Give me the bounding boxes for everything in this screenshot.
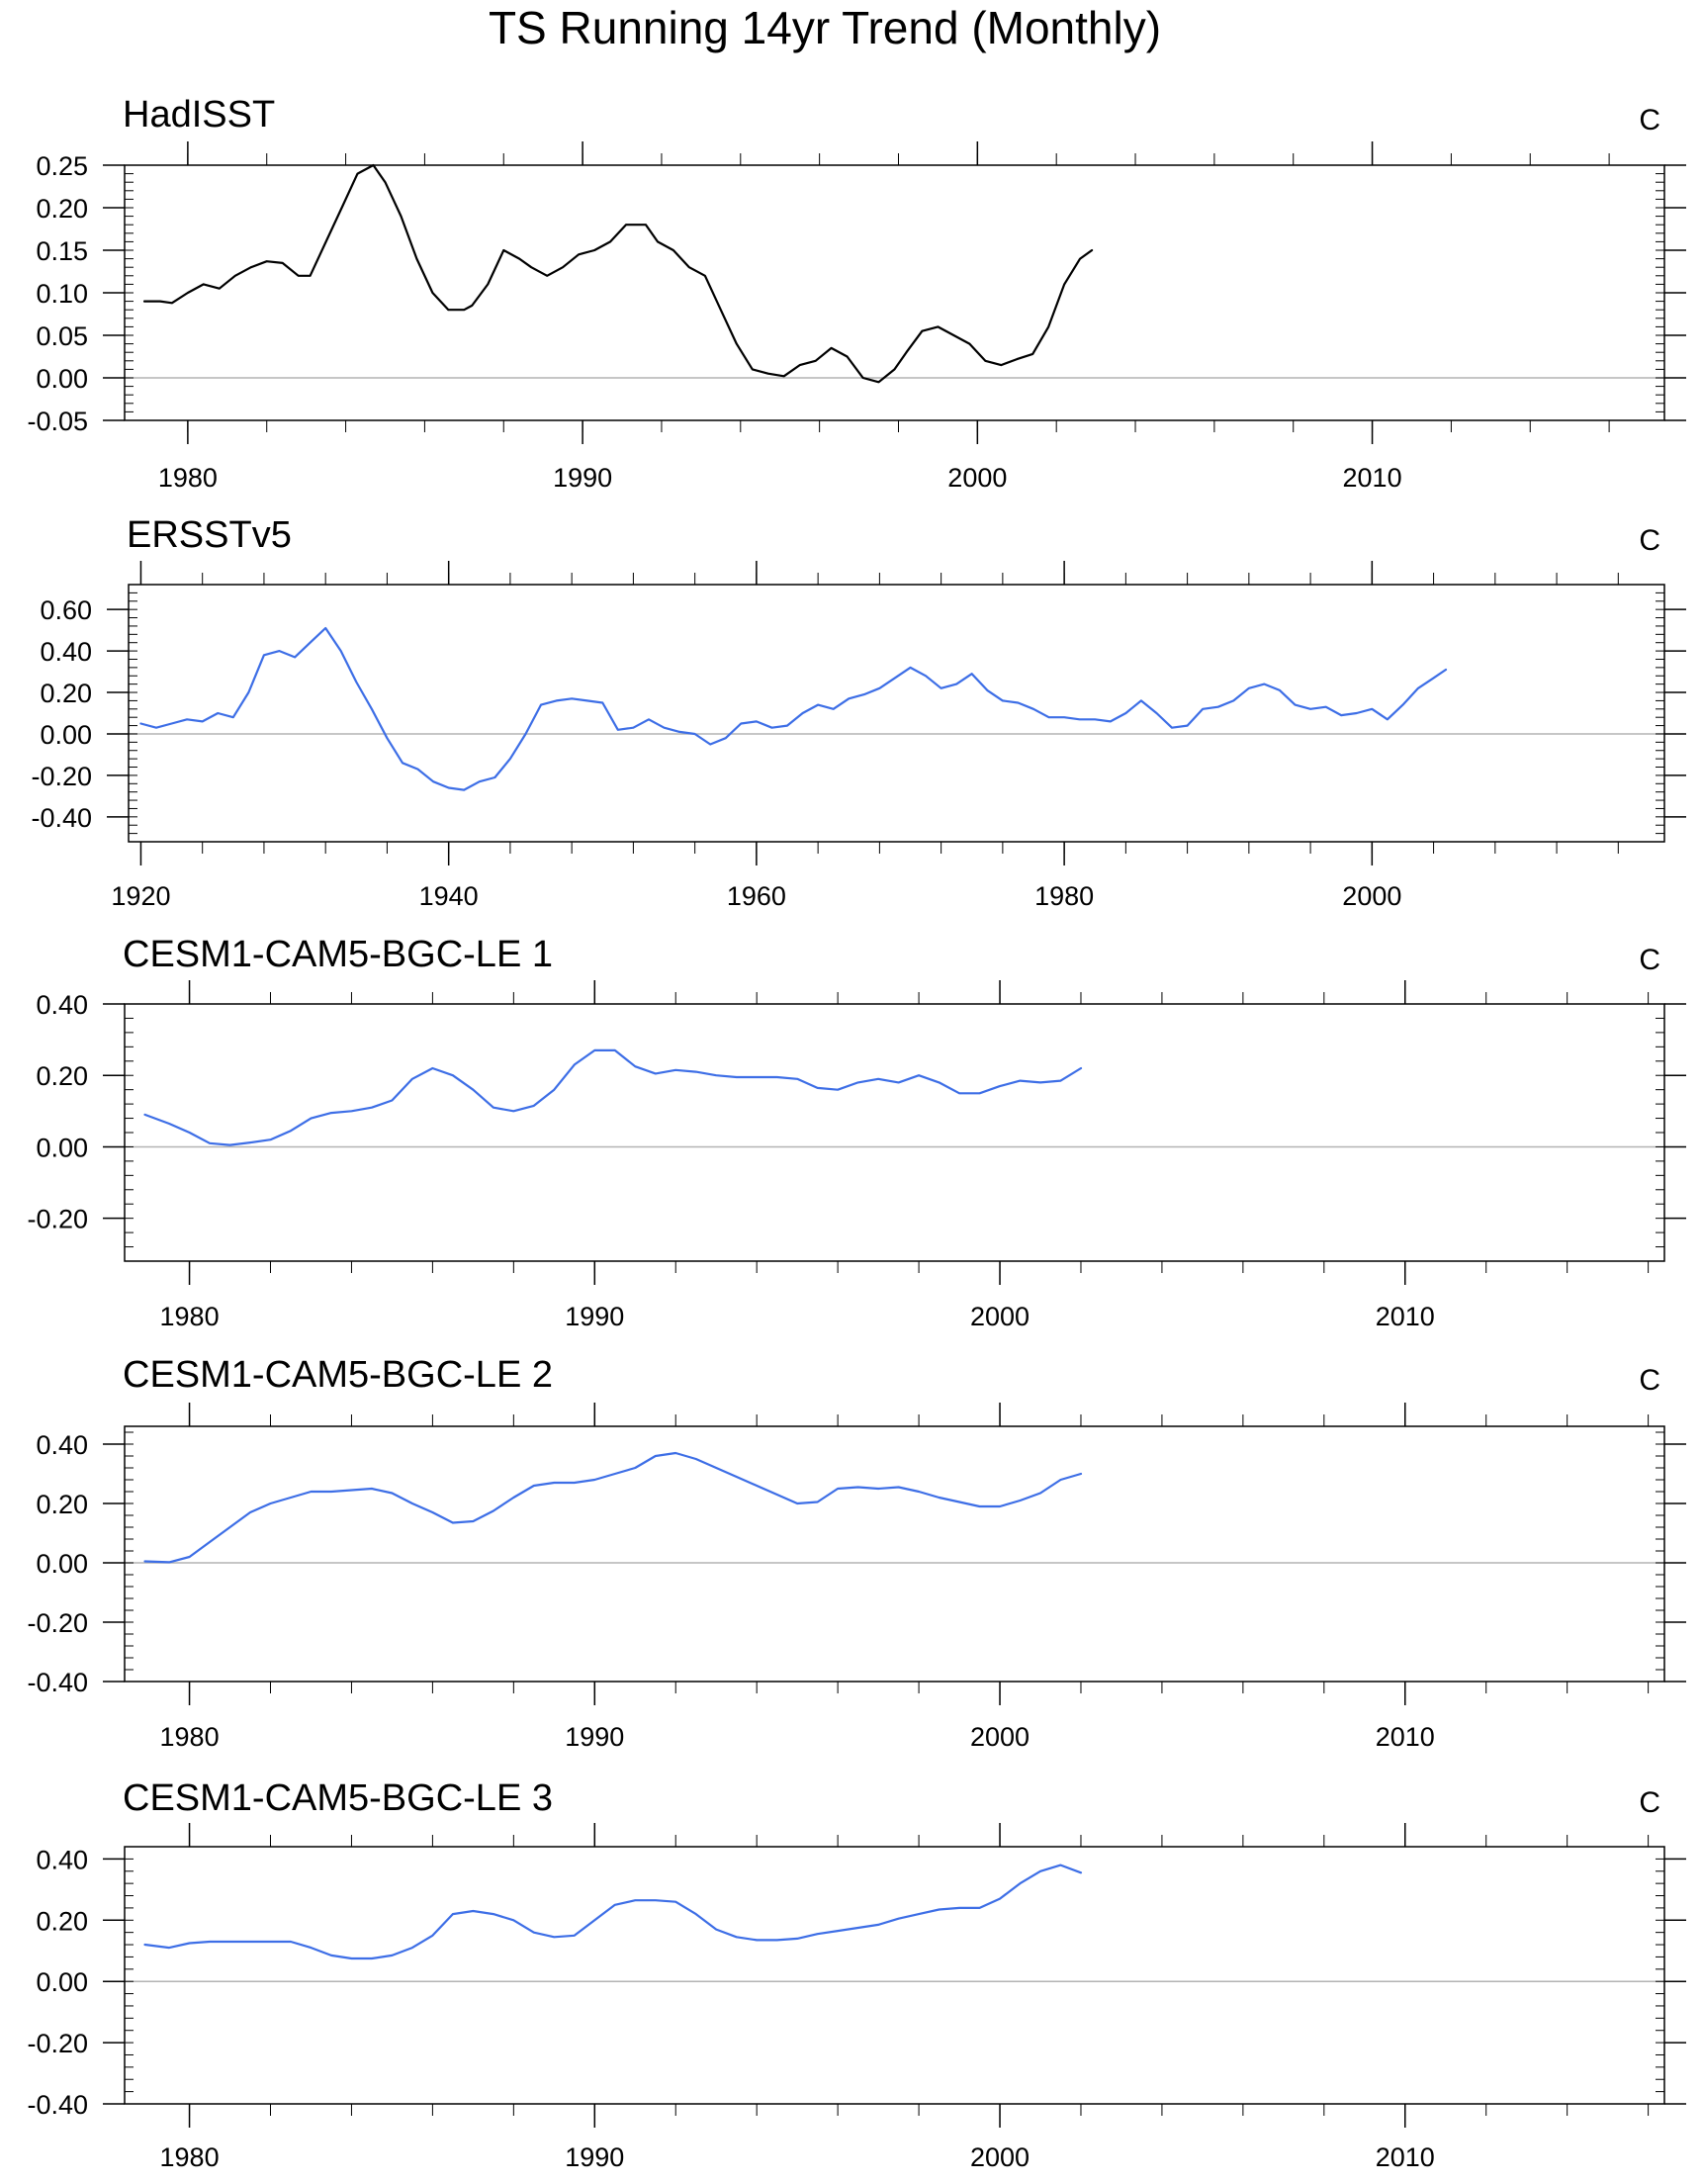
x-tick-label: 1980 — [158, 463, 218, 493]
plot-frame — [128, 584, 1665, 843]
units-label: C — [1639, 104, 1660, 136]
y-tick-label: 0.00 — [36, 1549, 88, 1579]
y-tick-label: 0.25 — [36, 151, 88, 181]
series-line — [142, 163, 1094, 384]
y-tick-label: 0.20 — [36, 1490, 88, 1519]
x-tick-label: 1990 — [565, 1722, 624, 1752]
x-tick-label: 2000 — [970, 2142, 1030, 2172]
x-tick-label: 2010 — [1376, 2142, 1435, 2172]
y-tick-label: -0.05 — [27, 407, 88, 436]
y-tick-label: -0.40 — [27, 1668, 88, 1697]
series-line — [143, 1864, 1083, 1960]
y-tick-label: -0.20 — [27, 2029, 88, 2058]
units-label: C — [1639, 524, 1660, 557]
y-tick-label: 0.05 — [36, 321, 88, 351]
y-tick-label: 0.40 — [40, 637, 92, 667]
chart-panel-5: CESM1-CAM5-BGC-LE 3 C -0.40 -0.20 0.00 0.20 0.… — [27, 1777, 1686, 2172]
x-tick-label: 1960 — [727, 881, 786, 911]
panel-title: HadISST — [123, 94, 275, 136]
units-label: C — [1639, 944, 1660, 976]
series-line — [139, 626, 1448, 791]
x-tick-label: 2000 — [947, 463, 1007, 493]
y-tick-label: 0.20 — [36, 194, 88, 224]
plot-frame — [124, 1425, 1665, 1683]
y-tick-label: 0.20 — [40, 679, 92, 708]
y-tick-label: -0.20 — [27, 1205, 88, 1234]
x-tick-label: 1980 — [160, 1302, 220, 1331]
plot-frame — [124, 1846, 1665, 2105]
x-tick-label: 1980 — [1034, 881, 1094, 911]
y-tick-label: 0.10 — [36, 279, 88, 309]
panel-title: CESM1-CAM5-BGC-LE 1 — [123, 934, 553, 975]
y-tick-label: 0.40 — [36, 1845, 88, 1874]
panel-title: CESM1-CAM5-BGC-LE 3 — [123, 1777, 553, 1819]
y-tick-label: 0.15 — [36, 236, 88, 266]
x-tick-label: 1990 — [565, 2142, 624, 2172]
y-tick-label: -0.20 — [31, 762, 92, 791]
x-tick-label: 2000 — [970, 1722, 1030, 1752]
x-tick-label: 1980 — [160, 2142, 220, 2172]
y-tick-label: -0.40 — [31, 803, 92, 833]
plot-frame — [124, 164, 1665, 421]
chart-panel-3: CESM1-CAM5-BGC-LE 1 C -0.20 0.00 0.20 0.40 198… — [27, 934, 1686, 1331]
y-tick-label: 0.00 — [36, 1133, 88, 1162]
units-label: C — [1639, 1786, 1660, 1819]
x-tick-label: 1920 — [111, 881, 170, 911]
y-tick-label: 0.20 — [36, 1061, 88, 1091]
panel-title: ERSSTv5 — [127, 514, 292, 556]
x-tick-label: 1980 — [160, 1722, 220, 1752]
x-tick-label: 2010 — [1376, 1302, 1435, 1331]
x-tick-label: 2000 — [970, 1302, 1030, 1331]
series-line — [143, 1451, 1083, 1564]
x-tick-label: 1990 — [553, 463, 612, 493]
y-tick-label: 0.00 — [36, 1967, 88, 1997]
y-tick-label: 0.40 — [36, 990, 88, 1020]
panel-title: CESM1-CAM5-BGC-LE 2 — [123, 1354, 553, 1396]
x-tick-label: 2000 — [1342, 881, 1401, 911]
y-tick-label: 0.00 — [36, 364, 88, 394]
y-tick-label: 0.60 — [40, 595, 92, 625]
y-tick-label: -0.40 — [27, 2090, 88, 2120]
x-tick-label: 1990 — [565, 1302, 624, 1331]
figure-title: TS Running 14yr Trend (Monthly) — [489, 2, 1161, 53]
chart-panel-2: ERSSTv5 C -0.40 -0.20 0.00 0.20 0.40 0.60 1920 19… — [31, 514, 1686, 911]
y-tick-label: -0.20 — [27, 1608, 88, 1638]
units-label: C — [1639, 1364, 1660, 1397]
y-tick-label: 0.00 — [40, 720, 92, 750]
series-line — [143, 1048, 1083, 1146]
chart-panel-4: CESM1-CAM5-BGC-LE 2 C -0.40 -0.20 0.00 0.20 0.… — [27, 1354, 1686, 1752]
plot-frame — [124, 1003, 1665, 1262]
x-tick-label: 2010 — [1376, 1722, 1435, 1752]
x-tick-label: 1940 — [419, 881, 479, 911]
y-tick-label: 0.40 — [36, 1430, 88, 1460]
chart-panel-1: HadISST C -0.05 0.00 0.05 0.10 0.15 0.20 0.25 198… — [27, 94, 1686, 493]
y-tick-label: 0.20 — [36, 1906, 88, 1936]
x-tick-label: 2010 — [1343, 463, 1402, 493]
